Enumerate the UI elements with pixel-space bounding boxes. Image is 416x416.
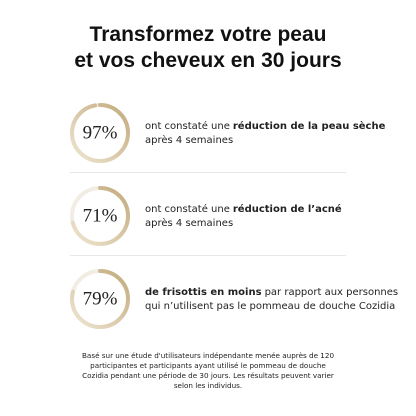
description: ont constaté une réduction de la peau sèc… <box>145 92 385 175</box>
title-line: Transformez votre peau <box>89 23 327 46</box>
footnote: Basé sur une étude d'utilisateurs indépe… <box>0 351 416 391</box>
footnote-line: Cozidia pendant une période de 30 jours.… <box>82 371 334 380</box>
ring-progress <box>70 186 130 246</box>
description: de frisottis en moins par rapport aux per… <box>145 258 398 341</box>
bold-text: réduction de la peau sèche <box>232 120 386 132</box>
text: ont constaté une <box>145 203 230 215</box>
text: après 4 semaines <box>145 134 234 146</box>
description-line: ont constaté une réduction de l’acné <box>145 203 342 217</box>
percent-label: 97% <box>83 122 118 143</box>
ring: 97% <box>70 103 130 163</box>
description: ont constaté une réduction de l’acné après… <box>145 175 342 258</box>
percent-label: 79% <box>83 288 118 309</box>
description-line: après 4 semaines <box>145 134 385 148</box>
title-line: et vos cheveux en 30 jours <box>74 49 342 72</box>
text: ont constaté une <box>145 120 230 132</box>
percent-label: 71% <box>83 205 118 226</box>
description-line: qui n’utilisent pas le pommeau de douche… <box>145 300 398 314</box>
title: Transformez votre peau et vos cheveux en … <box>0 22 416 74</box>
ring: 71% <box>70 186 130 246</box>
description-line: de frisottis en moins par rapport aux per… <box>145 286 398 300</box>
ring-progress <box>70 103 130 163</box>
bold-text: réduction de l’acné <box>232 203 342 215</box>
text: après 4 semaines <box>145 217 234 229</box>
ring: 79% <box>70 269 130 329</box>
description-line: ont constaté une réduction de la peau sèc… <box>145 120 385 134</box>
text: qui n’utilisent pas le pommeau de douche… <box>145 300 396 312</box>
divider <box>70 172 346 173</box>
divider <box>70 255 346 256</box>
stat-row: 97% ont constaté une réduction de la peau … <box>0 92 416 175</box>
bold-text: de frisottis en moins <box>145 286 262 298</box>
stat-row: 79% de frisottis en moins par rapport aux … <box>0 258 416 341</box>
footnote-line: Basé sur une étude d'utilisateurs indépe… <box>81 351 335 360</box>
footnote-line: selon les individus. <box>173 381 243 390</box>
ring-progress <box>70 269 130 329</box>
description-line: après 4 semaines <box>145 217 342 231</box>
stat-row: 71% ont constaté une réduction de l’acné ap… <box>0 175 416 258</box>
text: par rapport aux personnes <box>264 286 399 298</box>
footnote-line: participantes et participants ayant util… <box>90 361 326 370</box>
